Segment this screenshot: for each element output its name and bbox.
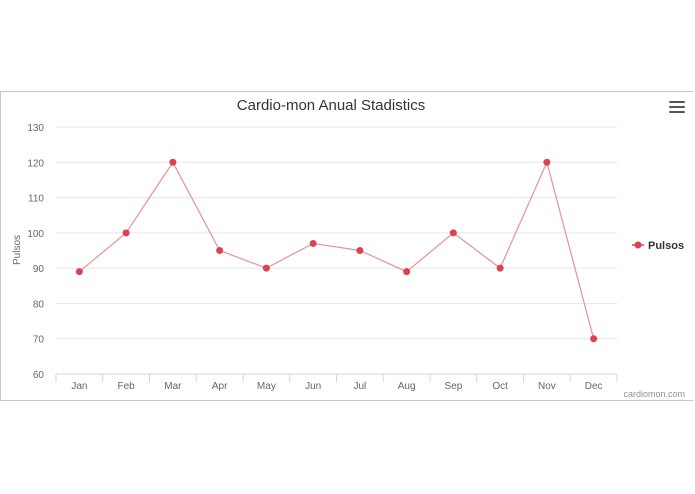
data-point: [449, 229, 457, 237]
data-point: [262, 264, 270, 272]
x-tick-label: Jun: [305, 381, 321, 392]
data-point: [496, 264, 504, 272]
y-axis-label: Pulsos: [12, 235, 23, 265]
y-tick-label: 100: [27, 229, 44, 240]
series-line: [78, 160, 595, 339]
x-tick-label: Apr: [212, 381, 228, 392]
x-tick-label: Mar: [164, 381, 182, 392]
data-point: [169, 158, 177, 166]
data-point: [75, 268, 83, 276]
data-point: [590, 335, 598, 343]
data-point: [122, 229, 130, 237]
x-tick-label: Aug: [398, 381, 416, 392]
x-tick-label: Jan: [71, 381, 87, 392]
chart-frame: [0, 91, 693, 401]
y-tick-label: 110: [28, 194, 44, 205]
data-point: [543, 158, 551, 166]
y-tick-label: 120: [27, 158, 44, 169]
x-tick-label: May: [257, 381, 276, 392]
x-tick-label: Jul: [353, 381, 366, 392]
y-tick-label: 70: [33, 335, 45, 346]
y-tick-label: 130: [27, 123, 44, 134]
x-tick-label: Sep: [444, 381, 462, 392]
data-point: [216, 247, 224, 254]
y-tick-label: 80: [33, 299, 45, 310]
legend-label: Pulsos: [648, 240, 684, 252]
data-point: [403, 268, 411, 276]
legend-marker: [634, 241, 642, 249]
x-tick-label: Oct: [492, 381, 508, 392]
chart-title: Cardio-mon Anual Stadistics: [237, 97, 425, 114]
x-tick-label: Feb: [118, 381, 136, 392]
credits-link[interactable]: cardiomon.com: [623, 389, 685, 399]
x-tick-label: Dec: [585, 381, 603, 392]
hamburger-menu-icon[interactable]: [669, 101, 685, 115]
y-tick-label: 90: [33, 264, 45, 275]
x-tick-label: Nov: [538, 381, 556, 392]
data-point: [309, 239, 317, 247]
data-point: [356, 247, 364, 254]
y-tick-label: 60: [33, 370, 45, 381]
